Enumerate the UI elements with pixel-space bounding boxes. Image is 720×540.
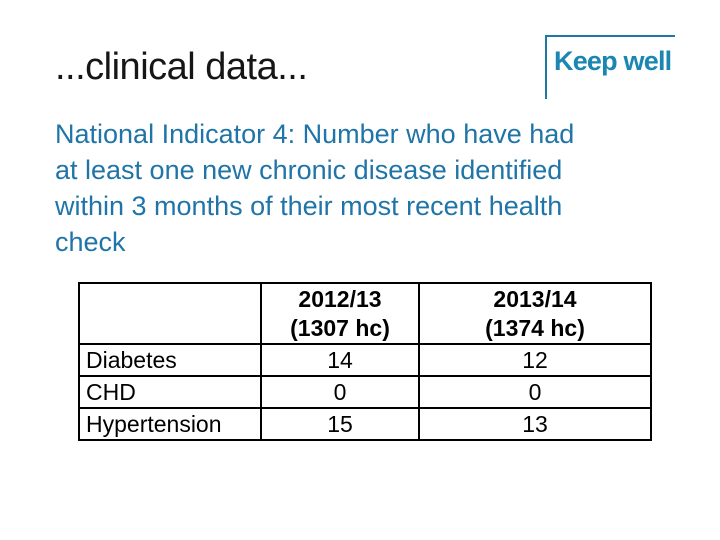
clinical-data-table: 2012/13 (1307 hc) 2013/14 (1374 hc) Diab…: [78, 282, 652, 441]
slide-title: ...clinical data...: [55, 46, 308, 88]
table-header-row: 2012/13 (1307 hc) 2013/14 (1374 hc): [78, 282, 652, 345]
diabetes-2013-14-value: 12: [418, 343, 652, 377]
row-label-hypertension: Hypertension: [78, 407, 262, 441]
chd-2012-13-value: 0: [260, 375, 420, 409]
diabetes-2012-13-value: 14: [260, 343, 420, 377]
table-row-diabetes: Diabetes 14 12: [78, 343, 652, 377]
chd-2013-14-value: 0: [418, 375, 652, 409]
header-cell-empty: [78, 282, 262, 345]
row-label-chd: CHD: [78, 375, 262, 409]
hypertension-2012-13-value: 15: [260, 407, 420, 441]
keepwell-logo: Keep well: [545, 35, 675, 99]
header-cell-2012-13: 2012/13 (1307 hc): [260, 282, 420, 345]
header-cell-2013-14: 2013/14 (1374 hc): [418, 282, 652, 345]
keepwell-logo-text: Keep well: [554, 46, 672, 76]
table-row-chd: CHD 0 0: [78, 375, 652, 409]
table-row-hypertension: Hypertension 15 13: [78, 407, 652, 441]
hypertension-2013-14-value: 13: [418, 407, 652, 441]
indicator-heading: National Indicator 4: Number who have ha…: [55, 119, 575, 257]
row-label-diabetes: Diabetes: [78, 343, 262, 377]
